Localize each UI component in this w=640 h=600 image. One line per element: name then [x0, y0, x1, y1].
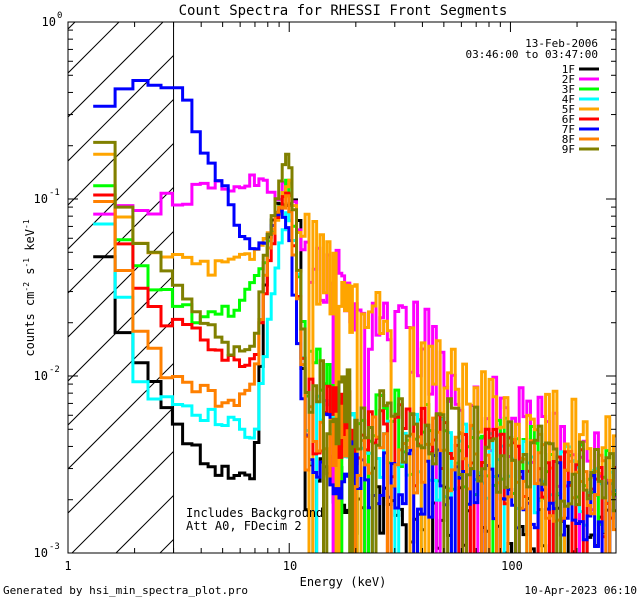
date-label: 13-Feb-2006 — [525, 37, 598, 50]
x-tick-label: 10 — [283, 559, 297, 573]
x-tick-labels: 1 10 100 — [64, 559, 522, 573]
y-tick-label: 10 — [42, 15, 56, 29]
series-layer — [93, 79, 616, 553]
legend-label-8F: 8F — [562, 133, 575, 146]
legend-label-9F: 9F — [562, 143, 575, 156]
x-tick-label: 1 — [64, 559, 71, 573]
legend-label-4F: 4F — [562, 93, 575, 106]
y-axis-label: counts cm-2 s-1 keV-1 — [22, 219, 37, 356]
y-tick-label: 10 — [34, 369, 48, 383]
plot-frame — [67, 21, 617, 554]
attenuator-hatched-region — [0, 0, 616, 553]
generator-footer: Generated by hsi_min_spectra_plot.pro — [3, 584, 248, 597]
series-9F-line — [93, 140, 616, 553]
time-range-label: 03:46:00 to 03:47:00 — [466, 48, 598, 61]
y-tick-label: 10 — [34, 546, 48, 560]
timestamp-footer: 10-Apr-2023 06:10 — [524, 584, 637, 597]
hatch-line — [0, 0, 12, 553]
y-tick-label-exp: -1 — [49, 188, 60, 198]
attenuator-annotation: Att A0, FDecim 2 — [186, 519, 302, 533]
y-tick-label-exp: -2 — [49, 365, 60, 375]
hatch-line — [68, 22, 76, 30]
hatch-line — [68, 22, 164, 118]
y-tick-label-exp: -3 — [49, 542, 60, 552]
hatch-line — [68, 22, 120, 74]
background-annotation: Includes Background — [186, 506, 323, 520]
legend-label-3F: 3F — [562, 83, 575, 96]
y-tick-label-exp: 0 — [57, 11, 62, 21]
y-tick-labels: 10 0 10 -1 10 -2 10 -3 — [34, 11, 63, 560]
x-tick-label: 100 — [501, 559, 523, 573]
legend-label-2F: 2F — [562, 73, 575, 86]
y-tick-label: 10 — [34, 192, 48, 206]
axis-ticks — [67, 21, 617, 554]
legend-label-5F: 5F — [562, 103, 575, 116]
chart-title: Count Spectra for RHESSI Front Segments — [179, 3, 508, 19]
x-axis-label: Energy (keV) — [300, 575, 387, 589]
legend-label-6F: 6F — [562, 113, 575, 126]
legend-label-1F: 1F — [562, 63, 575, 76]
legend-label-7F: 7F — [562, 123, 575, 136]
